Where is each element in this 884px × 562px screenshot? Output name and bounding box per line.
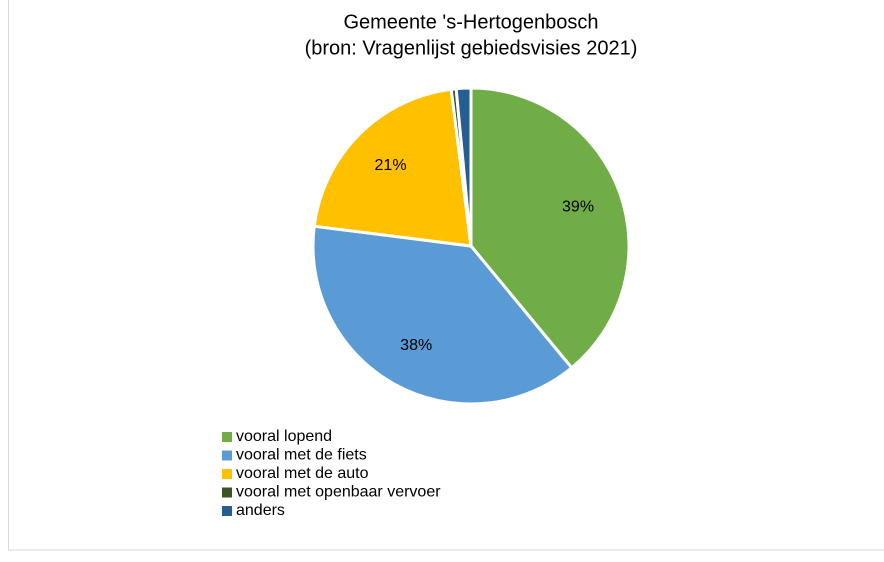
chart-title: Gemeente 's-Hertogenbosch (343, 11, 598, 33)
data-label: 21% (375, 157, 407, 174)
data-label: 38% (400, 337, 432, 354)
pie-slice (312, 87, 473, 248)
legend-swatch (222, 450, 232, 461)
legend-label: vooral lopend (236, 428, 332, 445)
legend-swatch (222, 487, 232, 498)
chart-subtitle: (bron: Vragenlijst gebiedsvisies 2021) (305, 37, 638, 59)
legend-swatch (222, 506, 232, 516)
legend-swatch (222, 432, 232, 442)
legend-label: anders (236, 502, 285, 519)
legend-swatch (222, 469, 232, 479)
legend-label: vooral met de fiets (236, 447, 367, 464)
pie-slice (469, 86, 631, 370)
legend-label: vooral met openbaar vervoer (236, 484, 441, 501)
data-label: 39% (562, 199, 594, 216)
legend-label: vooral met de auto (236, 465, 369, 482)
chart-border (8, 0, 884, 551)
pie-slice (454, 86, 473, 247)
pie-slice (311, 224, 574, 406)
